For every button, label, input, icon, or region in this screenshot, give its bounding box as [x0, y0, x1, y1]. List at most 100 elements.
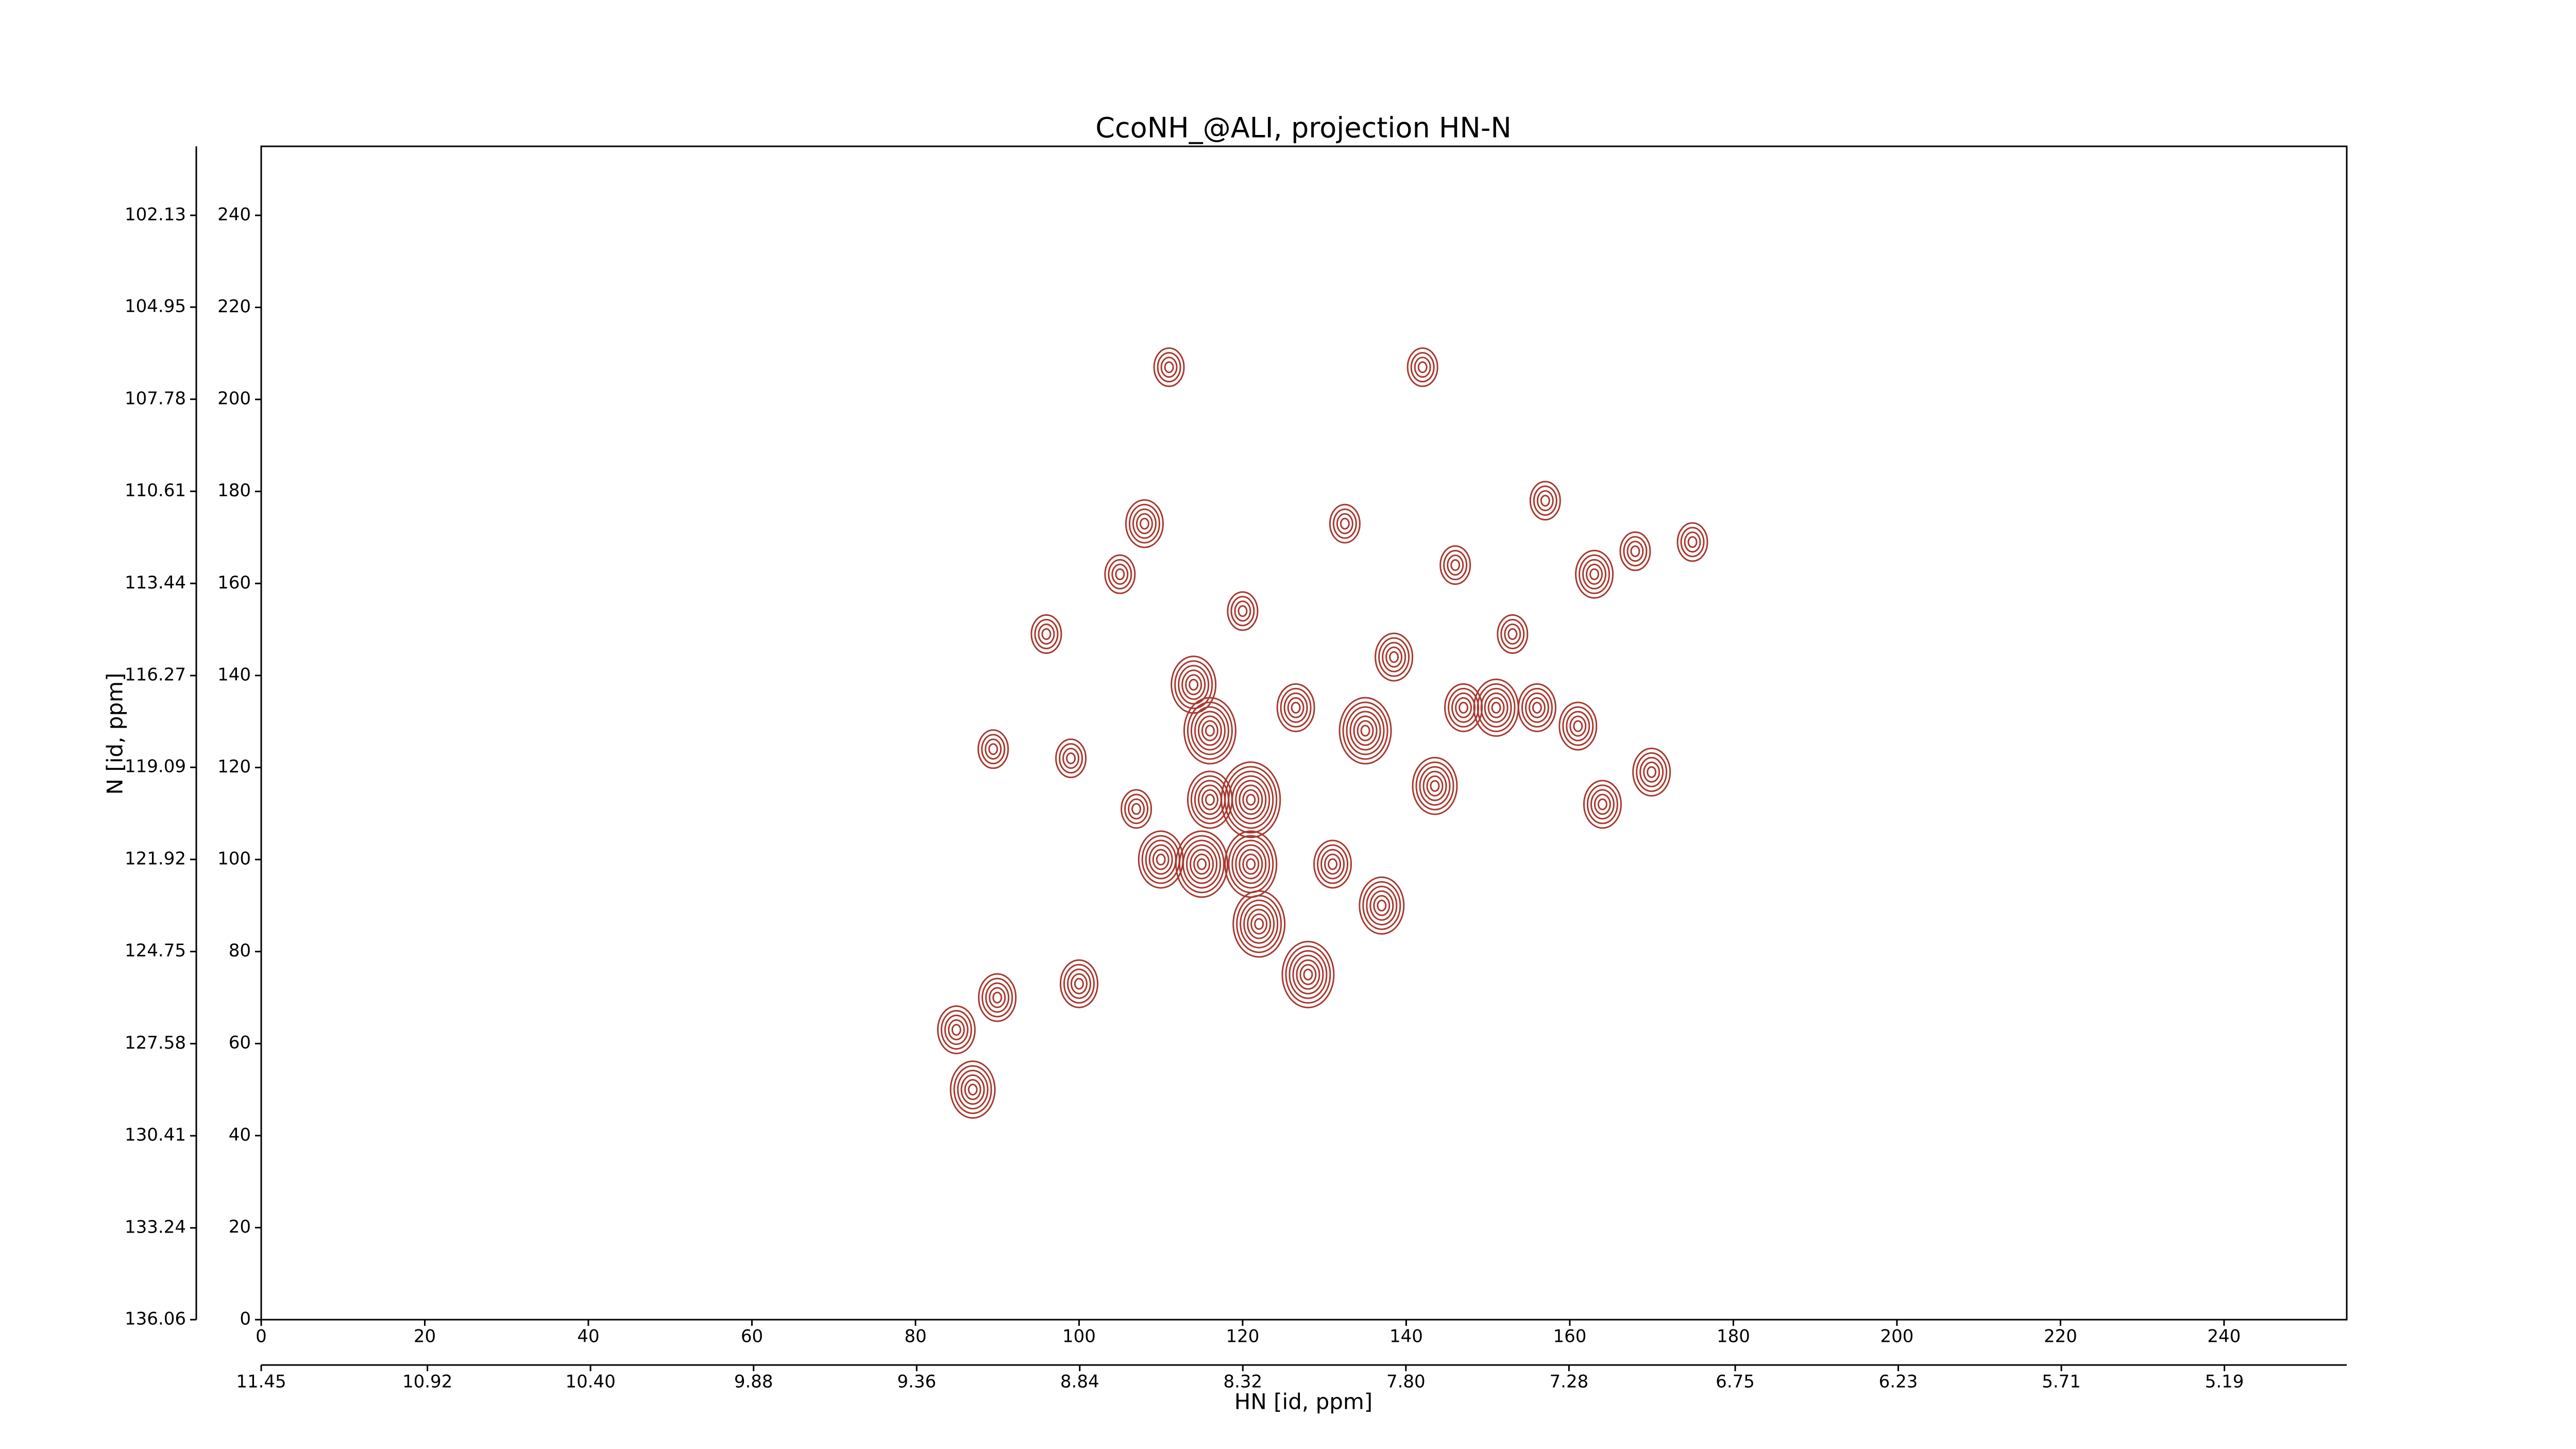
contour-peak — [1175, 830, 1229, 898]
contour-peak — [1128, 503, 1160, 544]
contour-peak — [1187, 701, 1233, 760]
contour-peak — [1450, 559, 1461, 571]
contour-peak — [1422, 770, 1447, 801]
contour-peak — [1059, 959, 1098, 1008]
contour-peak — [1201, 720, 1218, 742]
contour-peak — [1066, 968, 1091, 999]
contour-peak — [1242, 789, 1260, 811]
contour-peak — [1586, 784, 1618, 824]
contour-peak — [1573, 720, 1583, 732]
contour-peak — [1185, 674, 1202, 696]
contour-peak — [1448, 687, 1480, 728]
contour-peak — [968, 1084, 978, 1096]
y2-tick-label: 130.41 — [125, 1125, 186, 1145]
contour-peak — [1414, 357, 1431, 378]
contour-peak — [985, 982, 1010, 1013]
contour-peak — [1566, 711, 1590, 742]
contour-peak — [1187, 770, 1233, 829]
contour-peak — [1623, 536, 1648, 567]
x-tick-label: 20 — [414, 1326, 436, 1347]
contour-peak — [1246, 794, 1256, 806]
contour-peak — [1183, 697, 1236, 765]
contour-peak — [1529, 481, 1561, 521]
contour-peak — [1231, 839, 1270, 889]
contour-peak — [1182, 839, 1222, 889]
contour-peak — [1684, 531, 1701, 553]
y2-tick-label: 136.06 — [125, 1309, 186, 1329]
x2-tick-label: 9.36 — [897, 1372, 936, 1392]
contour-peak — [1320, 849, 1345, 880]
contour-peak — [1153, 347, 1185, 387]
contour-peak — [1491, 701, 1501, 714]
contour-peak — [1532, 701, 1542, 714]
contour-peak — [1285, 945, 1331, 1004]
contour-peak — [1194, 780, 1226, 820]
contour-peak — [1283, 692, 1308, 723]
y2-tick-label: 121.92 — [125, 848, 186, 869]
contour-peak — [1254, 918, 1264, 930]
contour-peak — [1451, 692, 1476, 723]
contour-peak — [951, 1023, 961, 1036]
y-tick-label: 220 — [217, 296, 251, 317]
contour-peak — [960, 1074, 985, 1105]
contour-peak — [1234, 600, 1251, 622]
contour-peak — [937, 1005, 976, 1054]
x-tick-label: 200 — [1880, 1326, 1913, 1347]
y-tick-label: 140 — [217, 664, 251, 685]
contour-peak — [1131, 803, 1142, 815]
plot-frame — [260, 145, 2348, 1321]
contour-peak — [1236, 895, 1282, 953]
contour-peak — [988, 743, 998, 755]
x2-tick-label: 7.80 — [1386, 1372, 1426, 1392]
contour-peak — [1630, 545, 1640, 558]
x2-tick-label: 6.23 — [1879, 1372, 1918, 1392]
contour-peak — [1533, 485, 1557, 516]
contour-peak — [1406, 347, 1438, 387]
contour-peak — [1504, 624, 1521, 645]
y-tick-label: 0 — [240, 1309, 251, 1329]
contour-peak — [1197, 858, 1207, 870]
contour-peak — [1328, 858, 1338, 870]
x-tick-label: 0 — [256, 1326, 267, 1347]
contour-peak — [1444, 683, 1483, 732]
contour-peak — [1193, 853, 1211, 875]
contour-peak — [1190, 706, 1229, 755]
contour-peak — [950, 1060, 996, 1119]
y2-tick-label: 127.58 — [125, 1033, 186, 1053]
contour-peak — [1124, 794, 1149, 824]
contour-peak — [1369, 890, 1394, 921]
contour-peak — [1353, 715, 1378, 746]
contour-peak — [1250, 913, 1268, 935]
contour-peak — [1487, 697, 1505, 718]
contour-peak — [1276, 683, 1315, 732]
contour-peak — [1292, 954, 1324, 995]
contour-peak — [1366, 885, 1398, 925]
contour-peak — [1459, 701, 1469, 714]
contour-peak — [1070, 973, 1088, 995]
contour-peak — [1517, 683, 1556, 732]
y2-tick-label: 104.95 — [125, 296, 186, 317]
contour-peak — [1205, 794, 1215, 806]
contour-peak — [1540, 495, 1550, 507]
contour-peak — [1034, 619, 1059, 650]
contour-peak — [1240, 899, 1279, 949]
contour-peak — [1375, 632, 1414, 682]
contour-peak — [1626, 541, 1644, 562]
contour-peak — [1582, 559, 1607, 589]
contour-peak — [1164, 361, 1174, 374]
contour-peak — [1329, 503, 1361, 544]
contour-peak — [1497, 614, 1529, 654]
y2-tick-label: 102.13 — [125, 204, 186, 225]
contour-peak — [1342, 701, 1388, 760]
contour-peak — [1128, 798, 1145, 820]
contour-peak — [1160, 357, 1178, 378]
contour-peak — [981, 734, 1006, 765]
contour-peak — [1583, 780, 1622, 829]
contour-peak — [1410, 352, 1435, 383]
contour-peak — [1280, 687, 1312, 728]
contour-peak — [1030, 614, 1062, 654]
y-tick-label: 240 — [217, 204, 251, 225]
contour-peak — [1201, 789, 1218, 811]
contour-peak — [1507, 628, 1518, 641]
